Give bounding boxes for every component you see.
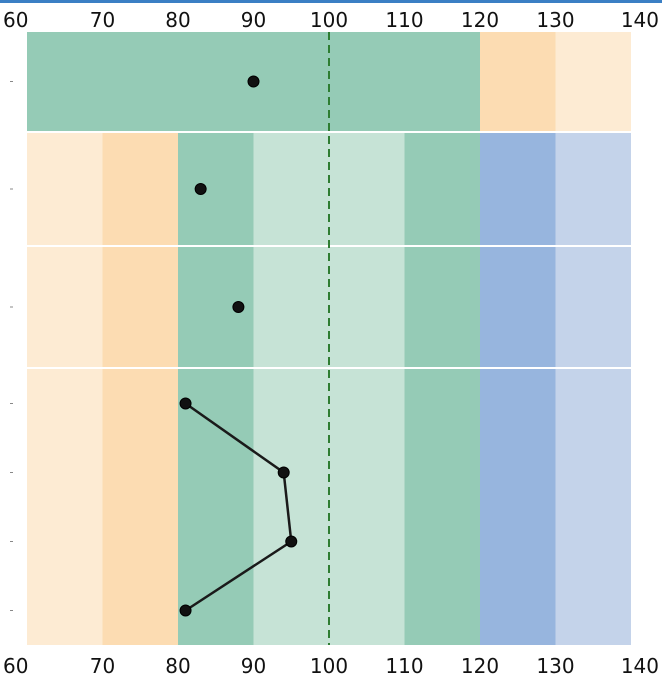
panel-3-point-1 [232, 301, 245, 313]
panel-3-band-5 [404, 247, 480, 367]
panel-3-band-1 [27, 247, 103, 367]
panel-3 [27, 247, 631, 367]
panel-1-band-3 [555, 32, 631, 131]
panel-4-point-1 [179, 397, 192, 410]
x-tick-label-bottom: 140 [621, 654, 659, 678]
panel-2-point-1 [194, 183, 207, 195]
x-tick-label-bottom: 130 [536, 654, 574, 678]
x-tick-label-bottom: 70 [90, 654, 115, 678]
x-tick-label-top: 60 [3, 8, 28, 32]
panel-2-band-5 [404, 133, 480, 245]
panel-2-band-6 [480, 133, 556, 245]
x-tick-label-bottom: 90 [241, 654, 266, 678]
x-tick-label-top: 100 [310, 8, 348, 32]
tick-labels-layer: 60 60 70 70 80 80 90 90 100 100 110 110 120 120 130 130… [3, 8, 659, 678]
panel-3-band-7 [555, 247, 631, 367]
panel-1 [27, 32, 631, 131]
panel-4-connector-line [184, 402, 293, 612]
panel-3-band-6 [480, 247, 556, 367]
panel-2-band-2 [102, 133, 178, 245]
x-tick-label-top: 130 [536, 8, 574, 32]
x-tick-label-bottom: 100 [310, 654, 348, 678]
x-tick-label-top: 140 [621, 8, 659, 32]
panel-2 [27, 133, 631, 245]
panel-4-point-3 [285, 535, 298, 548]
panel-4-band-6 [480, 369, 556, 645]
panel-2-band-3 [178, 133, 254, 245]
panel-3-band-2 [102, 247, 178, 367]
panel-4-band-2 [102, 369, 178, 645]
panel-4-band-5 [404, 369, 480, 645]
x-tick-label-top: 120 [461, 8, 499, 32]
x-tick-label-top: 70 [90, 8, 115, 32]
panels-layer [10, 32, 631, 645]
panel-1-band-2 [480, 32, 556, 131]
panel-4-band-3 [178, 369, 254, 645]
panel-4-band-1 [27, 369, 103, 645]
panel-4-band-7 [555, 369, 631, 645]
x-tick-label-bottom: 80 [165, 654, 190, 678]
x-tick-label-bottom: 60 [3, 654, 28, 678]
x-tick-label-top: 90 [241, 8, 266, 32]
x-tick-label-top: 110 [385, 8, 423, 32]
panel-2-band-1 [27, 133, 103, 245]
panel-2-band-7 [555, 133, 631, 245]
x-tick-label-top: 80 [165, 8, 190, 32]
panel-1-point-1 [247, 75, 260, 88]
panel-4-point-2 [277, 466, 290, 479]
x-tick-label-bottom: 120 [461, 654, 499, 678]
top-accent-bar [0, 0, 662, 3]
x-tick-label-bottom: 110 [385, 654, 423, 678]
panel-4-point-4 [179, 604, 192, 617]
data-layer [179, 75, 298, 617]
